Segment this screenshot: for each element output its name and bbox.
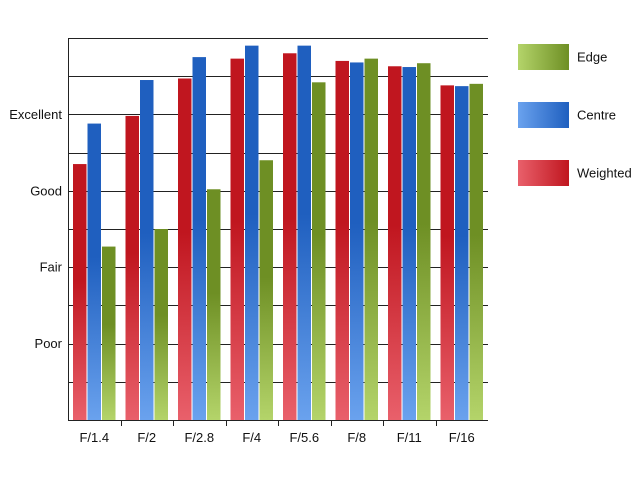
x-tick-label: F/5.6 <box>289 430 319 445</box>
bar-weighted-1 <box>125 115 139 420</box>
bar-centre-4 <box>297 45 311 420</box>
bar-weighted-4 <box>283 53 297 420</box>
bar-weighted-3 <box>230 58 244 421</box>
legend: Edge Centre Weighted <box>518 44 632 186</box>
bar-weighted-0 <box>73 164 87 420</box>
legend-swatch-weighted <box>518 160 569 186</box>
bar-edge-5 <box>364 58 378 421</box>
bar-centre-6 <box>402 67 416 421</box>
bar-edge-3 <box>259 160 273 421</box>
y-tick-label: Good <box>30 183 62 198</box>
bar-weighted-2 <box>178 78 192 420</box>
bar-edge-0 <box>102 246 116 420</box>
bar-edge-4 <box>312 82 326 420</box>
x-tick-label: F/8 <box>347 430 366 445</box>
bar-centre-7 <box>455 86 469 420</box>
x-tick-label: F/1.4 <box>79 430 109 445</box>
y-tick-label: Excellent <box>9 107 62 122</box>
bar-edge-6 <box>417 63 431 420</box>
bars <box>73 45 483 421</box>
bar-edge-1 <box>154 229 168 420</box>
bar-centre-1 <box>140 80 154 421</box>
bar-weighted-6 <box>388 66 402 420</box>
x-tick-label: F/2.8 <box>184 430 214 445</box>
y-tick-labels: Poor Fair Good Excellent <box>9 107 62 351</box>
y-tick-label: Poor <box>35 336 63 351</box>
bar-centre-2 <box>192 57 206 420</box>
bar-weighted-5 <box>335 60 349 421</box>
bar-weighted-7 <box>440 85 454 421</box>
legend-label-centre: Centre <box>577 108 616 123</box>
x-tick-label: F/4 <box>242 430 261 445</box>
axes <box>68 38 488 426</box>
y-tick-label: Fair <box>40 260 63 275</box>
bar-edge-2 <box>207 189 221 420</box>
bar-centre-3 <box>245 45 259 420</box>
x-tick-label: F/16 <box>449 430 475 445</box>
bar-edge-7 <box>469 83 483 420</box>
bar-centre-0 <box>87 123 101 421</box>
legend-label-edge: Edge <box>577 50 607 65</box>
x-tick-labels: F/1.4 F/2 F/2.8 F/4 F/5.6 F/8 F/11 F/16 <box>79 430 474 445</box>
legend-swatch-edge <box>518 44 569 70</box>
x-tick-label: F/2 <box>137 430 156 445</box>
x-tick-label: F/11 <box>397 430 422 445</box>
legend-label-weighted: Weighted <box>577 166 632 181</box>
bar-centre-5 <box>350 62 364 421</box>
legend-swatch-centre <box>518 102 569 128</box>
